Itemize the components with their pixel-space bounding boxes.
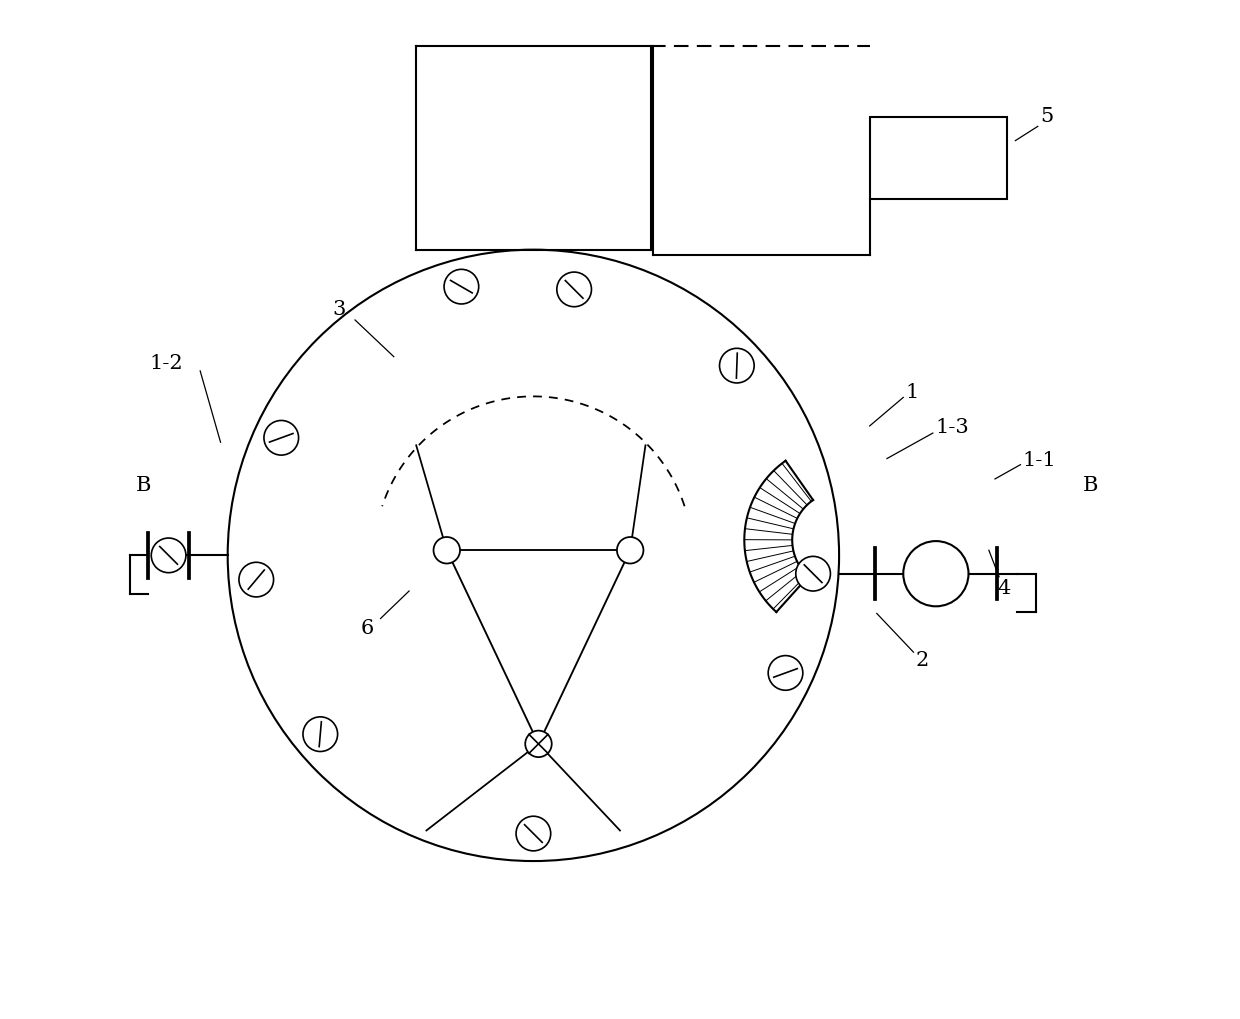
Circle shape bbox=[769, 655, 802, 690]
Circle shape bbox=[444, 269, 479, 304]
Text: B: B bbox=[1083, 476, 1097, 495]
Text: 1-2: 1-2 bbox=[149, 355, 182, 373]
Text: 1: 1 bbox=[905, 383, 919, 401]
Circle shape bbox=[796, 556, 831, 591]
Text: 6: 6 bbox=[360, 620, 373, 638]
Circle shape bbox=[719, 348, 754, 383]
Circle shape bbox=[434, 537, 460, 564]
Bar bbox=[869, 117, 1007, 199]
Text: 5: 5 bbox=[1040, 107, 1053, 126]
Text: 1-3: 1-3 bbox=[936, 419, 970, 437]
Circle shape bbox=[903, 541, 968, 606]
Circle shape bbox=[557, 272, 591, 307]
Text: 4: 4 bbox=[997, 580, 1011, 598]
Circle shape bbox=[239, 562, 274, 597]
Text: 2: 2 bbox=[915, 651, 929, 669]
Circle shape bbox=[618, 537, 644, 564]
Circle shape bbox=[151, 538, 186, 573]
Circle shape bbox=[516, 816, 551, 851]
Circle shape bbox=[303, 716, 337, 751]
Text: 3: 3 bbox=[332, 301, 346, 319]
Text: 1-1: 1-1 bbox=[1023, 451, 1056, 470]
Circle shape bbox=[264, 421, 299, 455]
Text: B: B bbox=[136, 476, 151, 495]
Circle shape bbox=[526, 731, 552, 757]
